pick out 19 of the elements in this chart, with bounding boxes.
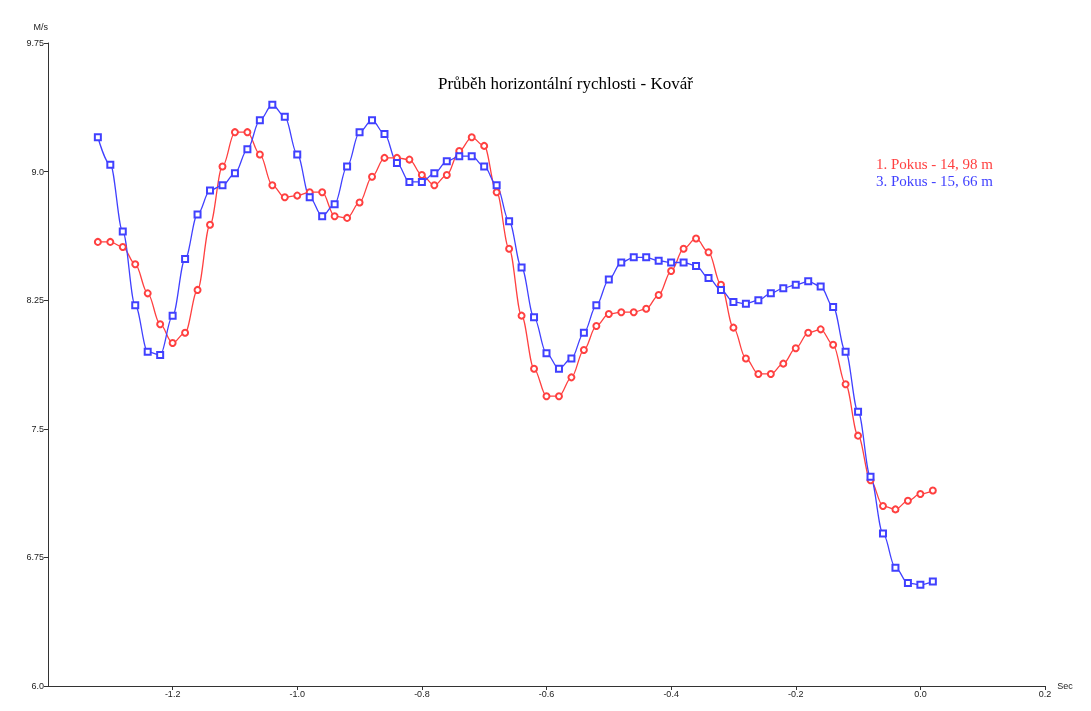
y-tick-label: 8.25 [26,295,44,306]
text: Průběh horizontální rychlosti - Kovář [438,74,694,93]
y-tick-label: 6.0 [31,681,44,691]
x-axis-title: Sec [1057,681,1074,691]
y-tick-label: 6.75 [26,552,44,563]
x-tick-label: -1.0 [289,688,306,699]
y-tick-label: 9.75 [26,38,44,48]
x-tick-label: -0.8 [414,688,430,699]
x-tick-label: 0.2 [1038,688,1052,699]
x-tick-label: -0.2 [787,688,804,699]
x-tick-label: -1.2 [164,688,181,699]
text: 3. Pokus - 15, 66 m [875,172,994,189]
y-tick-label: 9.0 [31,166,44,177]
x-tick-label: 0.0 [914,688,927,699]
x-tick-label: -0.6 [538,688,555,699]
text: 1. Pokus - 14, 98 m [875,155,994,172]
y-axis-title: M/s [33,21,49,32]
y-tick-label: 7.5 [31,423,44,434]
x-tick-label: -0.4 [663,688,679,699]
